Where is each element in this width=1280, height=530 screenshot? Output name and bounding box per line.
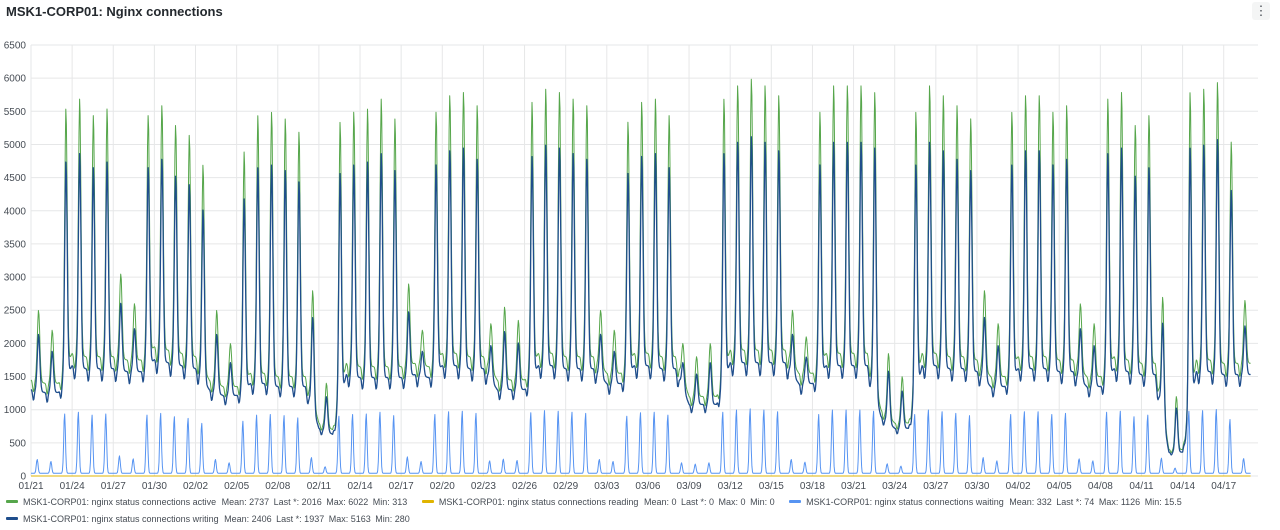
x-axis: 01/21 01/24 01/27 01/30 02/02 02/05 02/08 02/11… bbox=[18, 481, 1236, 492]
x-tick-label: 01/30 bbox=[142, 481, 167, 492]
y-tick-label: 1000 bbox=[4, 405, 27, 416]
panel-header: MSK1-CORP01: Nginx connections ⋮ bbox=[0, 0, 1280, 24]
x-tick-label: 03/12 bbox=[718, 481, 743, 492]
x-tick-label: 02/26 bbox=[512, 481, 537, 492]
x-tick-label: 02/17 bbox=[389, 481, 414, 492]
x-tick-label: 03/27 bbox=[923, 481, 948, 492]
y-tick-label: 3500 bbox=[4, 239, 27, 250]
legend-stat-mean: Mean: 2737 bbox=[221, 497, 270, 507]
legend-swatch-writing bbox=[6, 517, 18, 521]
legend-stat-max: Max: 0 bbox=[718, 497, 746, 507]
x-tick-label: 02/29 bbox=[553, 481, 578, 492]
legend-stat-last: Last *: 0 bbox=[681, 497, 715, 507]
x-tick-label: 02/23 bbox=[471, 481, 496, 492]
x-tick-label: 03/15 bbox=[759, 481, 784, 492]
y-tick-label: 4000 bbox=[4, 206, 27, 217]
y-tick-label: 6000 bbox=[4, 74, 27, 85]
x-tick-label: 03/18 bbox=[800, 481, 825, 492]
x-tick-label: 04/08 bbox=[1088, 481, 1113, 492]
y-tick-label: 5500 bbox=[4, 107, 27, 118]
legend-stat-max: Max: 6022 bbox=[326, 497, 369, 507]
chart-grid bbox=[30, 44, 1258, 477]
legend-stat-last: Last *: 1937 bbox=[276, 514, 325, 524]
chart-legend: MSK1-CORP01: nginx status connections ac… bbox=[6, 494, 1274, 528]
legend-stat-max: Max: 1126 bbox=[1098, 497, 1141, 507]
x-tick-label: 04/11 bbox=[1129, 481, 1154, 492]
x-tick-label: 04/17 bbox=[1211, 481, 1236, 492]
legend-stat-mean: Mean: 0 bbox=[643, 497, 677, 507]
y-axis: 0 500 1000 1500 2000 2500 3000 3500 4000 4500 5000… bbox=[4, 41, 27, 483]
x-tick-label: 02/14 bbox=[348, 481, 373, 492]
legend-row: MSK1-CORP01: nginx status connections wr… bbox=[6, 511, 1274, 528]
legend-label-writing: MSK1-CORP01: nginx status connections wr… bbox=[23, 514, 219, 524]
line-chart: 0 500 1000 1500 2000 2500 3000 3500 4000 4500 5000… bbox=[4, 41, 1258, 492]
legend-label-waiting: MSK1-CORP01: nginx status connections wa… bbox=[806, 497, 1004, 507]
y-tick-label: 500 bbox=[9, 438, 26, 449]
x-tick-label: 03/06 bbox=[635, 481, 660, 492]
legend-label-active: MSK1-CORP01: nginx status connections ac… bbox=[23, 497, 217, 507]
legend-item-writing[interactable]: MSK1-CORP01: nginx status connections wr… bbox=[6, 511, 412, 528]
x-tick-label: 01/24 bbox=[60, 481, 85, 492]
legend-stat-min: Min: 280 bbox=[375, 514, 410, 524]
y-tick-label: 3000 bbox=[4, 273, 27, 284]
y-tick-label: 0 bbox=[20, 472, 26, 483]
x-tick-label: 02/11 bbox=[307, 481, 332, 492]
series-line-waiting bbox=[31, 408, 1251, 474]
x-tick-label: 04/02 bbox=[1006, 481, 1031, 492]
legend-stat-min: Min: 15.5 bbox=[1144, 497, 1182, 507]
legend-stat-max: Max: 5163 bbox=[328, 514, 371, 524]
x-tick-label: 04/14 bbox=[1170, 481, 1195, 492]
x-tick-label: 02/08 bbox=[265, 481, 290, 492]
legend-stat-last: Last *: 74 bbox=[1056, 497, 1095, 507]
panel-title: MSK1-CORP01: Nginx connections bbox=[6, 4, 223, 19]
legend-item-reading[interactable]: MSK1-CORP01: nginx status connections re… bbox=[421, 494, 777, 511]
y-tick-label: 6500 bbox=[4, 41, 27, 52]
x-tick-label: 03/24 bbox=[882, 481, 907, 492]
x-tick-label: 01/27 bbox=[101, 481, 126, 492]
y-tick-label: 1500 bbox=[4, 372, 27, 383]
x-tick-label: 04/05 bbox=[1047, 481, 1072, 492]
x-tick-label: 02/05 bbox=[224, 481, 249, 492]
y-tick-label: 2500 bbox=[4, 306, 27, 317]
legend-label-reading: MSK1-CORP01: nginx status connections re… bbox=[438, 497, 639, 507]
y-tick-label: 4500 bbox=[4, 173, 27, 184]
legend-row: MSK1-CORP01: nginx status connections ac… bbox=[6, 494, 1274, 511]
legend-stat-min: Min: 313 bbox=[372, 497, 408, 507]
legend-stat-mean: Mean: 2406 bbox=[224, 514, 272, 524]
x-tick-label: 03/30 bbox=[964, 481, 989, 492]
legend-stat-mean: Mean: 332 bbox=[1009, 497, 1052, 507]
legend-stat-min: Min: 0 bbox=[750, 497, 775, 507]
x-tick-label: 01/21 bbox=[18, 481, 43, 492]
legend-item-waiting[interactable]: MSK1-CORP01: nginx status connections wa… bbox=[789, 494, 1184, 511]
y-tick-label: 2000 bbox=[4, 339, 27, 350]
legend-swatch-active bbox=[6, 500, 18, 504]
legend-swatch-reading bbox=[421, 500, 434, 504]
legend-swatch-waiting bbox=[789, 500, 802, 504]
x-tick-label: 03/03 bbox=[594, 481, 619, 492]
series-line-writing bbox=[30, 136, 1251, 456]
x-tick-label: 02/02 bbox=[183, 481, 208, 492]
y-tick-label: 5000 bbox=[4, 140, 27, 151]
x-tick-label: 03/21 bbox=[841, 481, 866, 492]
x-tick-label: 03/09 bbox=[677, 481, 702, 492]
x-tick-label: 02/20 bbox=[430, 481, 455, 492]
kebab-menu-icon[interactable]: ⋮ bbox=[1252, 2, 1270, 20]
legend-item-active[interactable]: MSK1-CORP01: nginx status connections ac… bbox=[6, 494, 409, 511]
chart-series bbox=[30, 78, 1251, 477]
legend-stat-last: Last *: 2016 bbox=[273, 497, 322, 507]
